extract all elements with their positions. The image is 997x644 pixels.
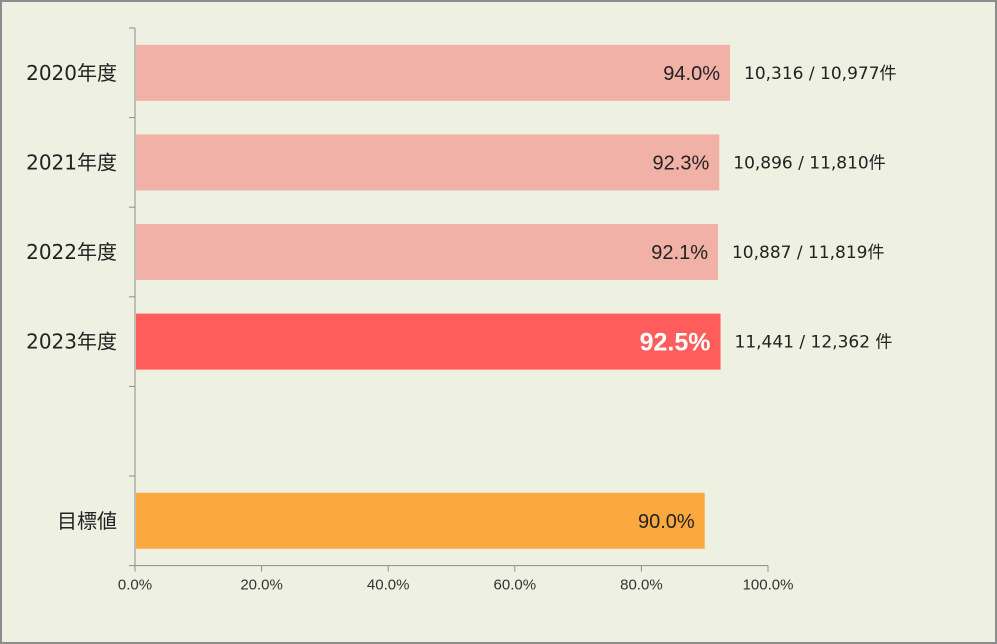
category-label: 2021年度 bbox=[26, 150, 117, 174]
category-label: 2022年度 bbox=[26, 240, 117, 264]
count-label: 10,896 / 11,810件 bbox=[733, 153, 886, 173]
count-label: 10,316 / 10,977件 bbox=[744, 64, 897, 84]
bar bbox=[136, 134, 720, 191]
category-label: 目標値 bbox=[57, 509, 117, 533]
data-label: 92.3% bbox=[653, 152, 710, 174]
data-label: 92.5% bbox=[640, 329, 711, 357]
x-tick-label: 60.0% bbox=[494, 577, 537, 594]
x-tick-label: 0.0% bbox=[118, 577, 152, 594]
x-tick-label: 100.0% bbox=[743, 577, 794, 594]
category-label: 2020年度 bbox=[26, 61, 117, 85]
bar bbox=[136, 313, 721, 370]
category-label: 2023年度 bbox=[26, 330, 117, 354]
bar bbox=[136, 44, 731, 101]
data-label: 94.0% bbox=[663, 63, 720, 85]
count-label: 10,887 / 11,819件 bbox=[732, 243, 885, 263]
data-label: 92.1% bbox=[651, 242, 708, 264]
x-tick-label: 40.0% bbox=[367, 577, 410, 594]
x-tick-label: 20.0% bbox=[240, 577, 283, 594]
count-label: 11,441 / 12,362 件 bbox=[735, 333, 893, 353]
data-label: 90.0% bbox=[638, 511, 695, 533]
x-tick-label: 80.0% bbox=[620, 577, 663, 594]
target-bar bbox=[136, 492, 705, 549]
bar bbox=[136, 224, 718, 280]
